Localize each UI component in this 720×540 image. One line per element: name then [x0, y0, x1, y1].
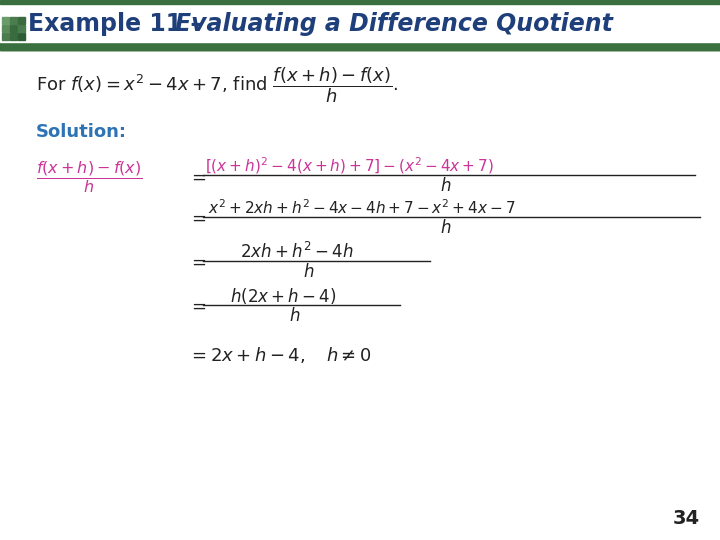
Bar — [0, 46, 720, 50]
Text: $= 2x + h - 4, \quad h \neq 0$: $= 2x + h - 4, \quad h \neq 0$ — [188, 345, 372, 365]
Bar — [0, 0, 720, 50]
Bar — [10, 25, 17, 32]
Bar — [10, 33, 17, 40]
Bar — [2, 25, 9, 32]
Text: $2xh + h^2 - 4h$: $2xh + h^2 - 4h$ — [240, 242, 354, 262]
Text: $=$: $=$ — [188, 253, 207, 271]
Bar — [2, 33, 9, 40]
Bar — [18, 17, 25, 24]
Text: Evaluating a Difference Quotient: Evaluating a Difference Quotient — [175, 12, 613, 36]
Bar — [18, 25, 25, 32]
Bar — [18, 33, 25, 40]
Text: $h$: $h$ — [303, 263, 315, 281]
Bar — [0, 0, 720, 4]
Text: $=$: $=$ — [188, 168, 207, 186]
Text: $\dfrac{f(x+h)-f(x)}{h}$: $\dfrac{f(x+h)-f(x)}{h}$ — [36, 159, 143, 195]
Text: $x^2 + 2xh + h^2 - 4x - 4h + 7 - x^2 + 4x - 7$: $x^2 + 2xh + h^2 - 4x - 4h + 7 - x^2 + 4… — [208, 199, 516, 217]
Text: $h$: $h$ — [289, 307, 300, 325]
Text: $=$: $=$ — [188, 209, 207, 227]
Text: 34: 34 — [673, 509, 700, 528]
Text: $h$: $h$ — [440, 177, 451, 195]
Bar — [0, 0, 720, 50]
Bar — [2, 17, 9, 24]
Text: Solution:: Solution: — [36, 123, 127, 141]
Text: $=$: $=$ — [188, 297, 207, 315]
Bar — [0, 0, 720, 12]
Text: $h$: $h$ — [440, 219, 451, 237]
Text: For $f(x) = x^2 - 4x + 7$, find $\dfrac{f(x+h)-f(x)}{h}$.: For $f(x) = x^2 - 4x + 7$, find $\dfrac{… — [36, 65, 398, 105]
Bar — [0, 0, 720, 42]
Text: $[(x+h)^2 - 4(x+h) + 7] - (x^2 - 4x + 7)$: $[(x+h)^2 - 4(x+h) + 7] - (x^2 - 4x + 7)… — [205, 156, 494, 177]
Text: Example 11 –: Example 11 – — [28, 12, 210, 36]
Text: $h(2x + h - 4)$: $h(2x + h - 4)$ — [230, 286, 336, 306]
Bar — [10, 17, 17, 24]
